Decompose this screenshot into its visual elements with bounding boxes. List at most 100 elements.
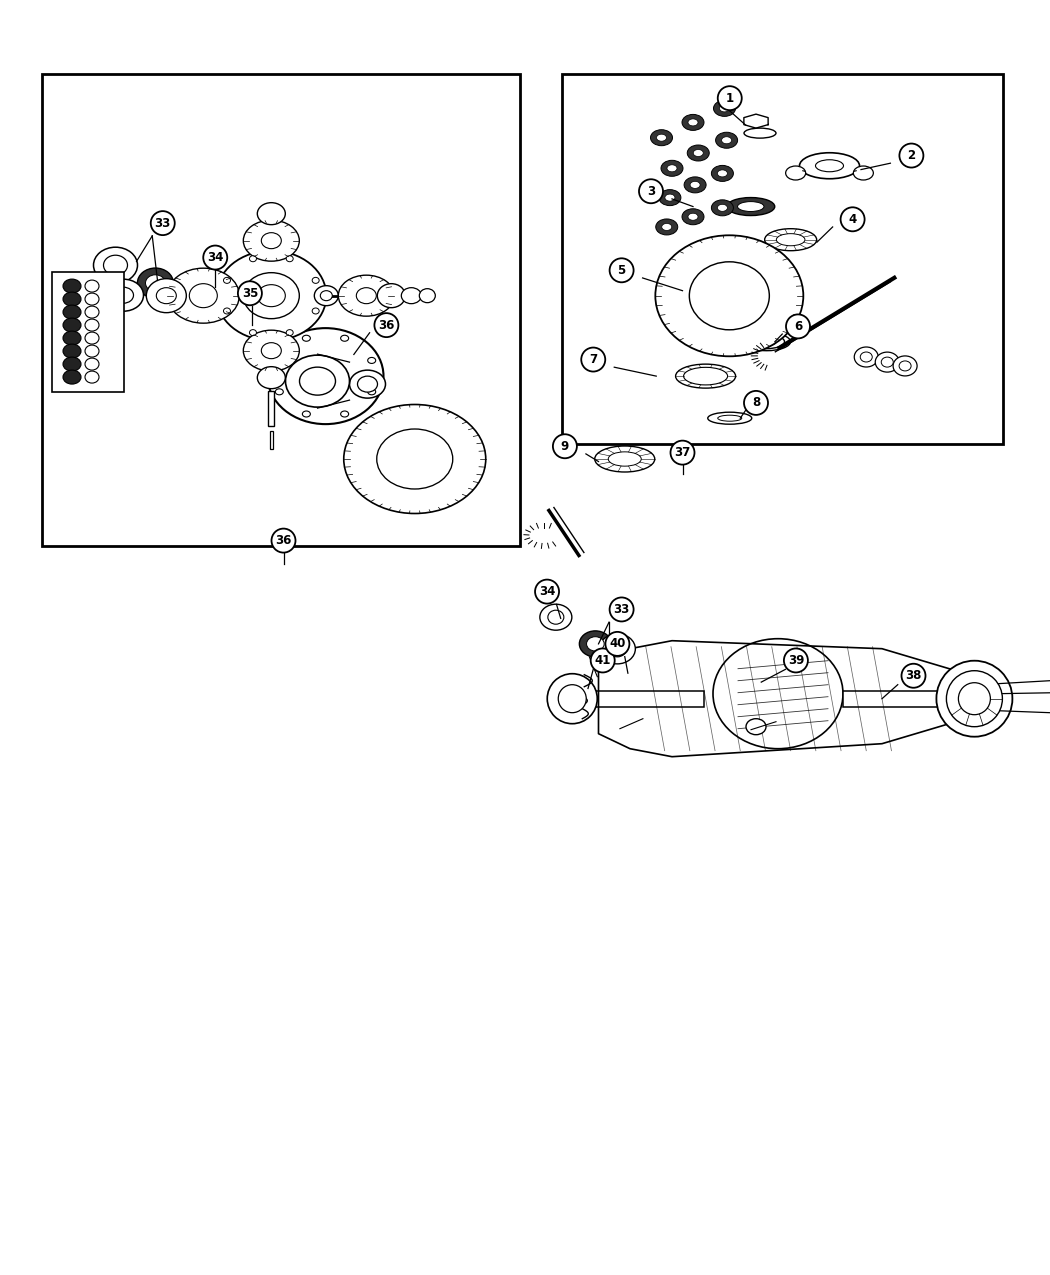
Circle shape [591, 649, 614, 672]
Circle shape [744, 391, 768, 414]
Ellipse shape [749, 335, 784, 348]
Ellipse shape [85, 280, 99, 292]
Ellipse shape [224, 278, 230, 283]
Ellipse shape [286, 356, 350, 407]
Ellipse shape [776, 233, 805, 246]
Ellipse shape [312, 309, 319, 314]
Ellipse shape [85, 332, 99, 344]
Ellipse shape [93, 247, 138, 283]
Ellipse shape [287, 256, 293, 261]
Ellipse shape [85, 319, 99, 332]
Text: 37: 37 [674, 446, 691, 459]
Text: 8: 8 [752, 397, 760, 409]
Ellipse shape [104, 279, 144, 311]
Text: 38: 38 [905, 669, 922, 682]
Ellipse shape [707, 283, 763, 303]
Ellipse shape [156, 288, 176, 303]
Ellipse shape [717, 204, 728, 212]
Ellipse shape [712, 200, 733, 215]
Text: 33: 33 [613, 603, 630, 616]
Ellipse shape [946, 671, 1003, 727]
Ellipse shape [721, 136, 732, 144]
Ellipse shape [742, 333, 791, 351]
Text: 35: 35 [242, 287, 258, 300]
Ellipse shape [250, 256, 256, 261]
Ellipse shape [419, 288, 436, 302]
Bar [52, 272, 124, 393]
Ellipse shape [368, 389, 376, 395]
Text: 2: 2 [907, 149, 916, 162]
Ellipse shape [63, 370, 81, 384]
Text: 6: 6 [794, 320, 802, 333]
Ellipse shape [651, 130, 672, 145]
Ellipse shape [737, 201, 764, 212]
Circle shape [786, 315, 810, 338]
Text: 36: 36 [378, 319, 395, 332]
Bar [843, 691, 990, 706]
Ellipse shape [714, 286, 756, 301]
Ellipse shape [314, 286, 338, 306]
Bar [556, 691, 704, 706]
Ellipse shape [719, 105, 730, 112]
Ellipse shape [665, 194, 675, 201]
Ellipse shape [312, 278, 319, 283]
Ellipse shape [662, 223, 672, 231]
Text: 34: 34 [539, 585, 555, 598]
Ellipse shape [656, 219, 677, 235]
Ellipse shape [785, 166, 805, 180]
Ellipse shape [881, 357, 894, 367]
Circle shape [610, 598, 633, 621]
Ellipse shape [548, 611, 564, 625]
Ellipse shape [357, 376, 378, 393]
Circle shape [606, 632, 629, 655]
Bar [269, 390, 274, 426]
Polygon shape [743, 115, 769, 128]
Ellipse shape [727, 198, 775, 215]
Ellipse shape [257, 203, 286, 224]
Text: 7: 7 [589, 353, 597, 366]
Ellipse shape [744, 128, 776, 138]
Bar [562, 74, 1003, 444]
Ellipse shape [713, 639, 843, 748]
Circle shape [375, 314, 398, 337]
Ellipse shape [899, 361, 911, 371]
Ellipse shape [377, 283, 405, 307]
Ellipse shape [250, 330, 256, 335]
Ellipse shape [816, 159, 843, 172]
Ellipse shape [655, 236, 803, 356]
Text: 9: 9 [561, 440, 569, 453]
Ellipse shape [261, 343, 281, 358]
Ellipse shape [261, 232, 281, 249]
Ellipse shape [690, 181, 700, 189]
Ellipse shape [85, 306, 99, 317]
Bar [270, 431, 273, 449]
Ellipse shape [401, 288, 421, 303]
Ellipse shape [138, 268, 173, 298]
Ellipse shape [320, 291, 332, 301]
Ellipse shape [85, 346, 99, 357]
Text: 33: 33 [154, 217, 171, 230]
Ellipse shape [189, 283, 217, 307]
Circle shape [582, 348, 605, 371]
Circle shape [536, 580, 559, 603]
Ellipse shape [113, 287, 133, 303]
Text: 39: 39 [788, 654, 804, 667]
Ellipse shape [85, 358, 99, 370]
Ellipse shape [685, 177, 706, 193]
Circle shape [902, 664, 925, 687]
Ellipse shape [275, 389, 284, 395]
Circle shape [784, 649, 807, 672]
Text: 1: 1 [726, 92, 734, 105]
Circle shape [151, 212, 174, 235]
Text: 5: 5 [617, 264, 626, 277]
Ellipse shape [287, 330, 293, 335]
Ellipse shape [608, 641, 627, 657]
Bar [42, 74, 520, 546]
Ellipse shape [716, 133, 737, 148]
Ellipse shape [688, 213, 698, 221]
Circle shape [553, 435, 576, 458]
Circle shape [900, 144, 923, 167]
Polygon shape [598, 641, 966, 756]
Ellipse shape [244, 273, 299, 319]
Ellipse shape [268, 328, 383, 425]
